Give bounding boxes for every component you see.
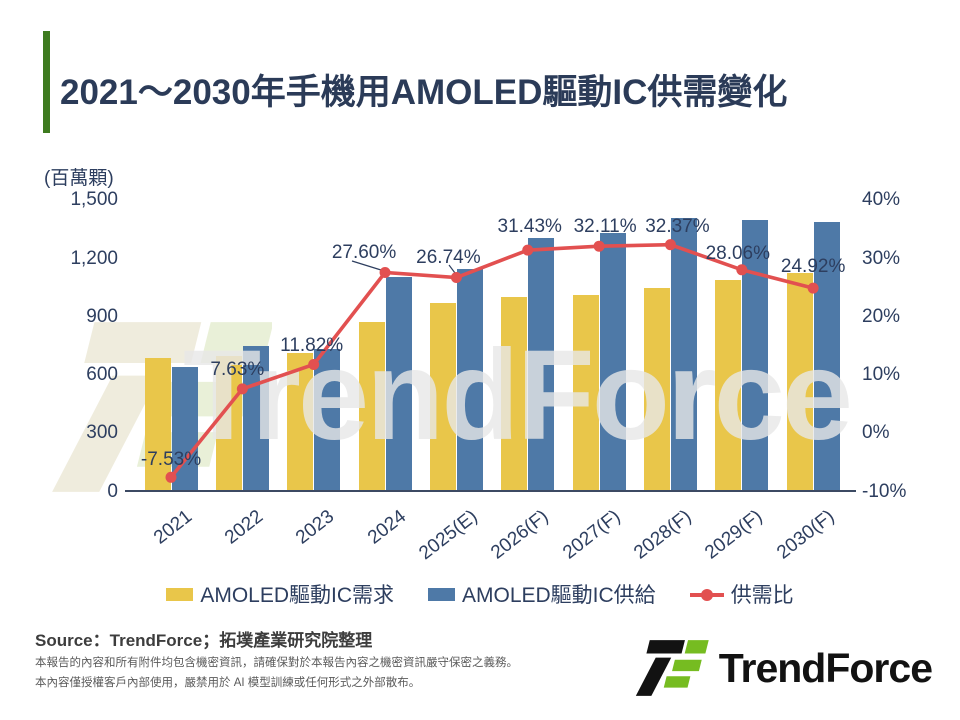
ratio-point-2029(F)	[736, 264, 748, 276]
ratio-label-2022: 7.63%	[210, 358, 265, 380]
ratio-point-2027(F)	[593, 240, 605, 252]
left-axis-tick-1,500: 1,500	[70, 189, 118, 211]
ratio-point-2030(F)	[807, 282, 819, 294]
legend-item-ratio: 供需比	[689, 579, 794, 609]
trendforce-logo-icon	[635, 640, 709, 696]
demand-bar-2021	[144, 357, 171, 492]
right-axis-tick-30%: 30%	[862, 247, 901, 269]
right-axis-tick-0%: 0%	[862, 422, 890, 444]
demand-bar-2023	[287, 352, 314, 492]
right-axis-tick-10%: 10%	[862, 364, 901, 386]
supply-demand-ratio-line	[169, 242, 814, 479]
supply-bar-2028(F)	[670, 217, 697, 492]
page-title: 2021～2030年手機用AMOLED驅動IC供需變化	[60, 73, 788, 112]
trendforce-logo-text: TrendForce	[718, 644, 933, 691]
ratio-point-2023	[308, 358, 320, 370]
supply-bar-2027(F)	[599, 233, 626, 492]
ratio-label-2029(F): 28.06%	[705, 242, 771, 264]
demand-bar-2022	[215, 355, 242, 492]
title-accent-bar	[43, 31, 50, 133]
legend-line-marker	[689, 588, 724, 601]
ratio-point-2021	[165, 471, 177, 483]
source-note: Source：TrendForce；拓墣產業研究院整理	[35, 631, 373, 650]
supply-bar-2022	[242, 345, 269, 492]
ratio-label-2026(F): 31.43%	[497, 216, 562, 238]
left-axis-tick-300: 300	[86, 422, 118, 444]
left-axis-tick-0: 0	[107, 480, 118, 502]
ratio-label-2030(F): 24.92%	[780, 256, 846, 278]
ratio-point-2025(E)	[450, 272, 462, 284]
ratio-label-2025(E): 26.74%	[416, 246, 481, 268]
supply-bar-2025(E)	[456, 269, 483, 492]
legend-item-supply: AMOLED驅動IC供給	[428, 579, 656, 609]
disclaimer-line-2: 本內容僅授權客戶內部使用，嚴禁用於 AI 模型訓練或任何形式之外部散布。	[35, 677, 421, 690]
disclaimer-text: 本報告的內容和所有附件均包含機密資訊，請確保對於本報告內容之機密資訊嚴守保密之義…	[35, 653, 518, 693]
legend-item-demand: AMOLED驅動IC需求	[166, 579, 394, 609]
supply-bar-2023	[314, 348, 341, 492]
x-axis-line	[125, 490, 856, 492]
supply-bar-2024	[385, 276, 412, 492]
legend-swatch	[166, 587, 194, 601]
right-axis-tick--10%: -10%	[862, 480, 907, 502]
supply-bar-2029(F)	[742, 219, 769, 492]
chart-legend: AMOLED驅動IC需求 AMOLED驅動IC供給 供需比	[0, 579, 960, 609]
label-leader-line-0	[351, 260, 382, 271]
legend-swatch	[428, 587, 455, 601]
demand-bar-2029(F)	[715, 279, 742, 492]
ratio-label-2028(F): 32.37%	[645, 215, 710, 237]
ratio-point-2024	[379, 266, 391, 278]
demand-bar-2025(E)	[429, 303, 456, 492]
supply-bar-2030(F)	[813, 221, 840, 492]
ratio-point-2026(F)	[522, 244, 534, 256]
demand-bar-2024	[358, 321, 385, 492]
ratio-label-2023: 11.82%	[280, 335, 344, 357]
watermark-text: TrendForce	[183, 324, 853, 467]
ratio-point-2028(F)	[664, 239, 676, 251]
demand-bar-2030(F)	[786, 273, 813, 492]
legend-label: 供需比	[730, 584, 794, 607]
ratio-label-2021: -7.53%	[140, 449, 202, 471]
right-axis-tick-40%: 40%	[862, 189, 901, 211]
ratio-label-2024: 27.60%	[331, 242, 397, 264]
left-axis-tick-600: 600	[86, 364, 118, 386]
ratio-label-2027(F): 32.11%	[573, 216, 637, 238]
supply-bar-2026(F)	[528, 238, 555, 492]
demand-bar-2028(F)	[643, 287, 670, 492]
demand-bar-2026(F)	[501, 297, 528, 492]
label-leader-line-1	[448, 264, 456, 274]
legend-label: AMOLED驅動IC需求	[200, 584, 394, 607]
left-axis-tick-1,200: 1,200	[70, 247, 118, 269]
legend-label: AMOLED驅動IC供給	[462, 584, 656, 607]
ratio-point-2022	[236, 383, 248, 395]
disclaimer-line-1: 本報告的內容和所有附件均包含機密資訊，請確保對於本報告內容之機密資訊嚴守保密之義…	[35, 657, 518, 669]
demand-bar-2027(F)	[572, 295, 599, 492]
trendforce-logo: TrendForce	[635, 638, 933, 698]
left-axis-tick-900: 900	[86, 305, 118, 327]
left-axis-unit-label: (百萬顆)	[44, 168, 114, 189]
right-axis-tick-20%: 20%	[862, 305, 901, 327]
